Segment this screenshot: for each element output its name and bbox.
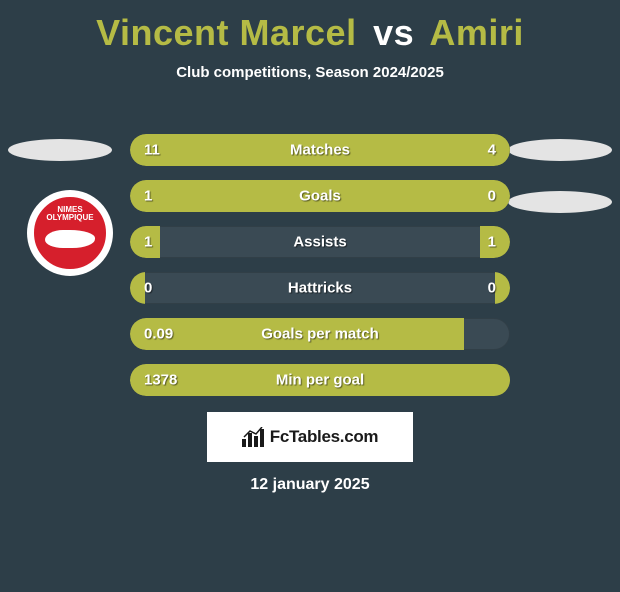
player2-name: Amiri: [429, 12, 524, 53]
stat-label: Goals per match: [261, 326, 379, 343]
bar-chart-icon: [242, 427, 264, 447]
stat-value-right: 1: [488, 234, 496, 251]
bar-fill-left: [130, 272, 145, 304]
crocodile-icon: [45, 230, 95, 248]
stat-value-left: 1: [144, 234, 152, 251]
bar-fill-left: [130, 180, 396, 212]
stat-row: 0.09 Goals per match: [130, 318, 510, 350]
stat-value-right: 4: [488, 142, 496, 159]
stat-row: 1378 Min per goal: [130, 364, 510, 396]
placeholder-ellipse-left: [8, 139, 112, 161]
club-name-line2: OLYMPIQUE: [46, 214, 93, 222]
stats-bars: 114Matches10Goals11Assists00Hattricks0.0…: [130, 134, 510, 410]
stat-value-left: 0: [144, 280, 152, 297]
stat-row: 1 1 Assists: [130, 226, 510, 258]
stat-label: Min per goal: [276, 372, 364, 389]
stat-label: Matches: [290, 142, 350, 159]
stat-value-left: 11: [144, 142, 160, 159]
stat-value-left: 1: [144, 188, 152, 205]
bar-fill-right: [495, 272, 510, 304]
comparison-title: Vincent Marcel vs Amiri: [0, 12, 620, 54]
club-badge: NIMES OLYMPIQUE: [27, 190, 113, 276]
stat-row: 0 0 Hattricks: [130, 272, 510, 304]
player1-name: Vincent Marcel: [96, 12, 356, 53]
stat-label: Hattricks: [288, 280, 352, 297]
stat-label: Assists: [293, 234, 346, 251]
placeholder-ellipse-right-1: [508, 139, 612, 161]
placeholder-ellipse-right-2: [508, 191, 612, 213]
stat-row: 11 4 Matches: [130, 134, 510, 166]
stat-label: Goals: [299, 188, 341, 205]
club-name: NIMES OLYMPIQUE: [46, 206, 93, 222]
stat-value-left: 0.09: [144, 326, 173, 343]
vs-label: vs: [373, 12, 414, 53]
brand-box: FcTables.com: [207, 412, 413, 462]
stat-value-left: 1378: [144, 372, 177, 389]
stat-row: 1 0 Goals: [130, 180, 510, 212]
stat-value-right: 0: [488, 188, 496, 205]
brand-text: FcTables.com: [270, 427, 379, 447]
club-badge-inner: NIMES OLYMPIQUE: [34, 197, 106, 269]
subtitle: Club competitions, Season 2024/2025: [0, 64, 620, 81]
stat-value-right: 0: [488, 280, 496, 297]
footer-area: FcTables.com 12 january 2025: [0, 408, 620, 494]
footer-date: 12 january 2025: [0, 476, 620, 494]
